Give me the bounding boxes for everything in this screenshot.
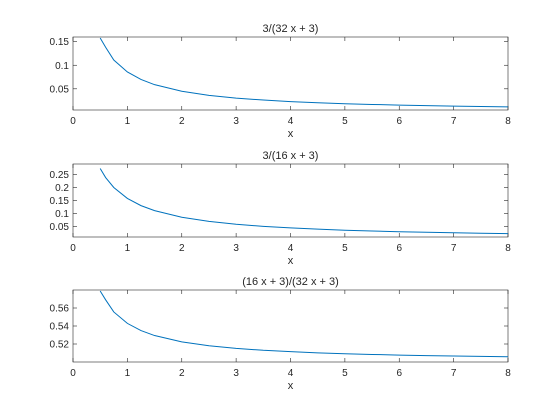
y-tick-label: 0.05	[50, 84, 70, 95]
subplot-title: (16 x + 3)/(32 x + 3)	[242, 276, 339, 288]
axes-box	[72, 289, 509, 363]
x-tick-label: 0	[70, 243, 76, 254]
x-axis-label: x	[288, 255, 294, 267]
y-tick-label: 0.25	[50, 170, 70, 181]
x-tick-label: 4	[288, 368, 294, 379]
x-tick-label: 3	[233, 368, 239, 379]
subplot-title: 3/(16 x + 3)	[263, 150, 319, 162]
subplot-1: 0 1 2 3 4 5 6 7 8 0.05 0.1 0.15 3/(32 x + 3) x	[50, 23, 512, 140]
axes-box	[72, 36, 509, 111]
x-tick-label: 7	[451, 368, 457, 379]
x-axis-label: x	[288, 380, 294, 392]
x-tick-label: 6	[396, 368, 402, 379]
x-tick-label: 4	[288, 116, 294, 127]
x-tick-label: 7	[451, 116, 457, 127]
x-tick-label: 1	[125, 243, 131, 254]
y-tick-label: 0.1	[55, 61, 69, 72]
x-tick-label: 2	[179, 116, 185, 127]
x-tick-label: 8	[505, 116, 511, 127]
x-tick-label: 3	[233, 116, 239, 127]
y-tick-label: 0.52	[50, 340, 70, 351]
x-tick-label: 1	[125, 116, 131, 127]
x-axis-label: x	[288, 128, 294, 140]
subplot-2: 0 1 2 3 4 5 6 7 8 0.05 0.1 0.15 0.2 0.25 3/(16 x + 3) x	[50, 150, 512, 267]
x-tick-label: 4	[288, 243, 294, 254]
y-tick-label: 0.2	[55, 183, 69, 194]
y-tick-label: 0.56	[50, 304, 70, 315]
subplot-title: 3/(32 x + 3)	[263, 23, 319, 35]
x-tick-label: 2	[179, 368, 185, 379]
y-tick-label: 0.15	[50, 196, 70, 207]
x-tick-label: 6	[396, 116, 402, 127]
x-tick-label: 2	[179, 243, 185, 254]
axes-box	[72, 163, 509, 238]
x-tick-label: 1	[125, 368, 131, 379]
x-tick-label: 6	[396, 243, 402, 254]
x-tick-label: 3	[233, 243, 239, 254]
x-tick-label: 8	[505, 368, 511, 379]
x-tick-label: 5	[342, 116, 348, 127]
y-tick-label: 0.1	[55, 209, 69, 220]
series-line	[99, 37, 509, 108]
x-tick-label: 5	[342, 368, 348, 379]
x-tick-label: 0	[70, 368, 76, 379]
y-tick-label: 0.54	[50, 322, 70, 333]
y-tick-label: 0.15	[50, 37, 70, 48]
y-tick-label: 0.05	[50, 222, 70, 233]
series-line	[99, 290, 509, 358]
x-tick-label: 0	[70, 116, 76, 127]
series-line	[99, 168, 509, 235]
x-tick-label: 8	[505, 243, 511, 254]
x-tick-label: 5	[342, 243, 348, 254]
subplot-3: 0 1 2 3 4 5 6 7 8 0.52 0.54 0.56 (16 x + 3)/(32 x + …	[50, 276, 512, 392]
x-tick-label: 7	[451, 243, 457, 254]
